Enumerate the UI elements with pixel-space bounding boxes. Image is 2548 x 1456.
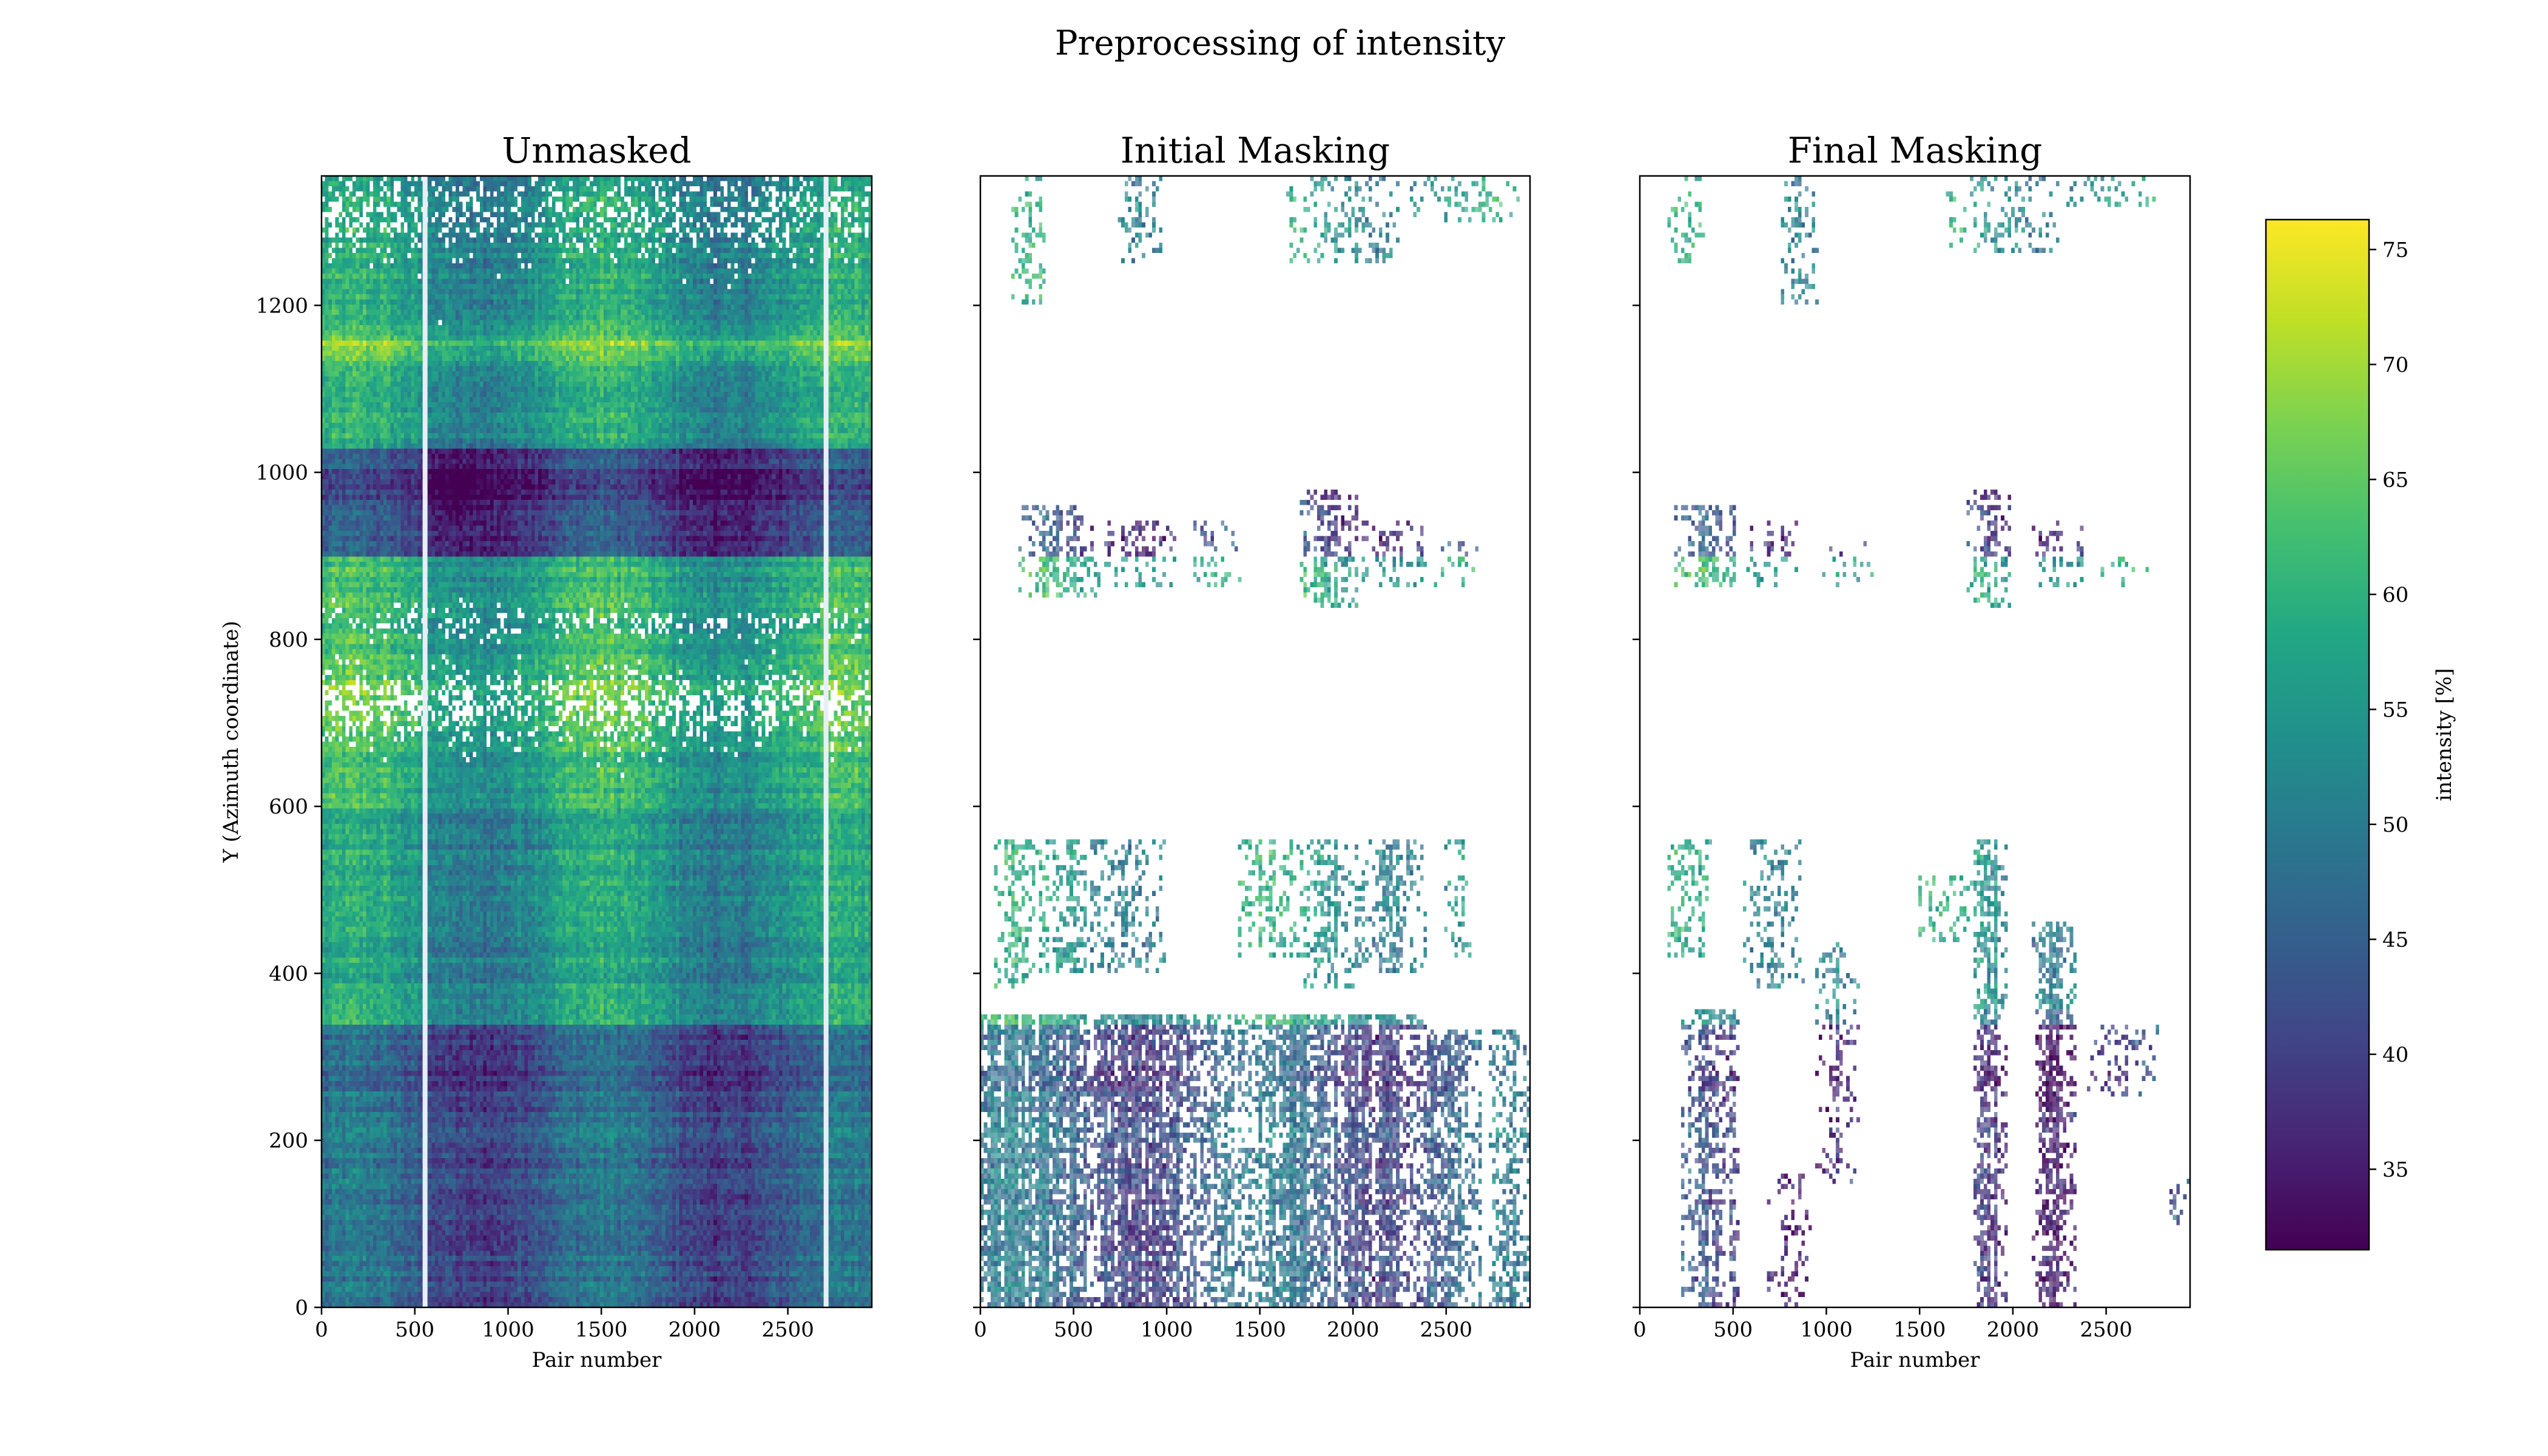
- colorbar-tick-label: 35: [2382, 1158, 2408, 1182]
- x-tick-label: 2500: [761, 1318, 814, 1342]
- colorbar-tick-label: 65: [2382, 468, 2408, 492]
- heatmap-panel-3: Final Masking 0 500 1000 1500 2000 2500 Pair nu…: [1633, 130, 2191, 1372]
- x-tick-label: 2500: [2080, 1318, 2132, 1342]
- x-axis-label: Pair number: [1850, 1348, 1980, 1372]
- y-tick-label: 200: [269, 1129, 308, 1153]
- colorbar-gradient: [2265, 218, 2370, 1251]
- y-tick-label: 0: [295, 1296, 308, 1320]
- x-tick-label: 1000: [482, 1318, 534, 1342]
- colorbar-tick-label: 60: [2382, 583, 2408, 607]
- x-tick-label: 2000: [669, 1318, 721, 1342]
- x-tick-label: 0: [974, 1318, 987, 1342]
- x-tick-label: 1500: [1893, 1318, 1946, 1342]
- colorbar-tick-label: 50: [2382, 813, 2408, 837]
- heatmap-image: [1640, 176, 2190, 1307]
- heatmap-image: [980, 176, 1530, 1307]
- x-tick-label: 1000: [1141, 1318, 1193, 1342]
- x-axis-label: Pair number: [532, 1348, 662, 1372]
- axes-frame: [320, 175, 873, 1309]
- y-tick-label: 1000: [255, 461, 308, 485]
- heatmap-panels: Unmasked 0 500 1000 1500 2000 2500 0 200 400 600 80…: [219, 130, 2191, 1372]
- axes-frame: [1639, 175, 2191, 1309]
- x-tick-label: 500: [1054, 1318, 1093, 1342]
- figure-title: Preprocessing of intensity: [1055, 24, 1506, 63]
- panel-title: Initial Masking: [1121, 130, 1390, 171]
- colorbar: 35 40 45 50 55 60 65 70 75 intensity [%]: [2265, 218, 2456, 1251]
- colorbar-tick-label: 55: [2382, 698, 2408, 722]
- y-tick-label: 1200: [255, 294, 308, 318]
- colorbar-tick-label: 45: [2382, 928, 2408, 952]
- heatmap-panel-1: Unmasked 0 500 1000 1500 2000 2500 0 200 400 600 80…: [219, 130, 873, 1372]
- panel-title: Final Masking: [1788, 130, 2043, 171]
- x-tick-label: 0: [1633, 1318, 1646, 1342]
- axes-frame: [979, 175, 1531, 1309]
- x-tick-label: 2000: [1327, 1318, 1380, 1342]
- x-tick-label: 2500: [1420, 1318, 1473, 1342]
- y-axis-label: Y (Azimuth coordinate): [219, 621, 243, 863]
- x-tick-label: 1000: [1800, 1318, 1853, 1342]
- y-tick-label: 800: [269, 628, 308, 652]
- colorbar-label: intensity [%]: [2432, 668, 2456, 801]
- y-tick-label: 400: [269, 962, 308, 986]
- x-tick-label: 1500: [1233, 1318, 1286, 1342]
- x-tick-label: 2000: [1987, 1318, 2040, 1342]
- x-tick-label: 500: [395, 1318, 434, 1342]
- panel-title: Unmasked: [502, 130, 691, 171]
- x-tick-label: 500: [1713, 1318, 1753, 1342]
- colorbar-tick-label: 70: [2382, 353, 2408, 377]
- heatmap-panel-2: Initial Masking 0 500 1000 1500 2000 2500: [973, 130, 1531, 1342]
- heatmap-image: [322, 176, 872, 1307]
- colorbar-tick-label: 75: [2382, 238, 2408, 262]
- x-tick-label: 1500: [575, 1318, 628, 1342]
- x-tick-label: 0: [315, 1318, 328, 1342]
- colorbar-tick-label: 40: [2382, 1043, 2408, 1067]
- y-tick-label: 600: [269, 795, 308, 819]
